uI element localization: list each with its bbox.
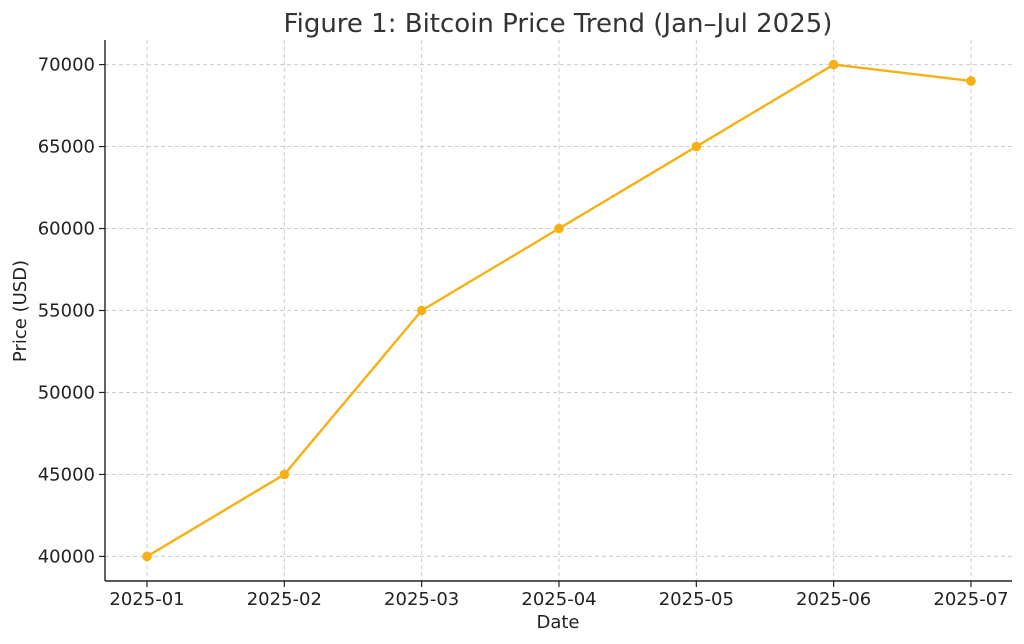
x-tick-labels: 2025-01 2025-02 2025-03 2025-04 2025-05 2025-… <box>109 589 1008 610</box>
data-point <box>828 59 839 70</box>
chart-title: Figure 1: Bitcoin Price Trend (Jan–Jul 2… <box>284 9 833 39</box>
x-tick-label: 2025-05 <box>659 589 734 610</box>
x-tick-label: 2025-03 <box>384 589 459 610</box>
series-points <box>142 59 976 562</box>
y-tick-label: 50000 <box>38 382 95 403</box>
x-tick-label: 2025-06 <box>796 589 871 610</box>
data-point <box>279 469 290 480</box>
x-tick-label: 2025-02 <box>247 589 322 610</box>
y-tick-labels: 40000 45000 50000 55000 60000 65000 70000 <box>38 55 95 568</box>
y-tick-label: 65000 <box>38 137 95 158</box>
y-tick-label: 40000 <box>38 546 95 567</box>
y-tick-label: 60000 <box>38 219 95 240</box>
data-point <box>416 305 427 316</box>
x-tick-label: 2025-07 <box>933 589 1008 610</box>
data-point <box>142 551 152 562</box>
data-point <box>691 141 702 152</box>
y-tick-label: 70000 <box>38 55 95 76</box>
x-tick-label: 2025-04 <box>521 589 596 610</box>
y-axis-label: Price (USD) <box>10 260 31 362</box>
x-tick-label: 2025-01 <box>109 589 184 610</box>
data-point <box>966 76 976 86</box>
data-point <box>554 223 564 234</box>
tick-marks <box>99 63 972 587</box>
y-tick-label: 55000 <box>38 301 95 322</box>
x-axis-label: Date <box>536 612 579 633</box>
grid <box>105 40 1012 581</box>
y-tick-label: 45000 <box>38 464 95 485</box>
